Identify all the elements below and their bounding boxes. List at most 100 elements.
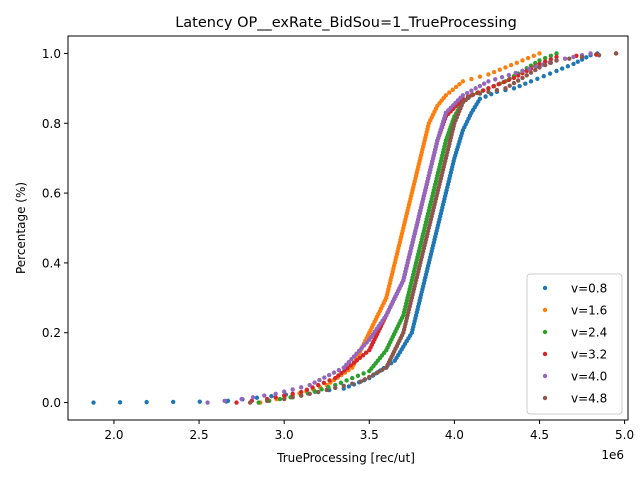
- legend: v=0.8 v=1.6 v=2.4 v=3.2 v=4.0 v=4.8: [526, 273, 623, 415]
- legend-marker: [542, 351, 548, 357]
- data-point: [361, 343, 367, 348]
- legend-label: v=0.8: [571, 282, 607, 296]
- data-point: [506, 77, 512, 83]
- data-point: [239, 396, 244, 402]
- data-point: [254, 395, 260, 400]
- data-point: [344, 362, 349, 368]
- data-point: [533, 64, 539, 69]
- x-axis-offset-label: 1e6: [601, 448, 624, 462]
- y-axis: 0.0 0.2 0.4 0.6 0.8 1.0: [42, 47, 68, 410]
- y-axis-label: Percentage (%): [14, 182, 28, 274]
- data-point: [447, 90, 452, 95]
- data-point: [298, 385, 304, 390]
- data-point: [443, 93, 449, 98]
- legend-label: v=4.0: [571, 370, 607, 384]
- data-point: [542, 62, 548, 68]
- data-point: [527, 66, 532, 72]
- data-point: [367, 374, 372, 380]
- data-point: [533, 60, 538, 66]
- data-point: [537, 65, 542, 70]
- data-point: [354, 351, 359, 356]
- data-point: [506, 72, 512, 78]
- data-point: [460, 79, 466, 84]
- legend-marker: [542, 395, 548, 401]
- data-point: [542, 59, 548, 64]
- data-point: [349, 357, 354, 362]
- data-point: [324, 387, 329, 393]
- legend-marker: [542, 373, 548, 379]
- data-point: [312, 389, 318, 394]
- data-point: [331, 370, 337, 375]
- data-point: [144, 399, 149, 405]
- data-point: [514, 60, 519, 65]
- legend-marker: [542, 329, 548, 335]
- data-point: [290, 391, 295, 397]
- y-tick-label: 0.2: [42, 326, 61, 340]
- data-point: [333, 385, 338, 391]
- data-point: [357, 355, 363, 360]
- data-point: [344, 378, 349, 383]
- data-point: [477, 96, 483, 102]
- x-tick-label: 5.0: [615, 428, 634, 442]
- y-tick-label: 0.8: [42, 117, 61, 131]
- data-point: [565, 64, 571, 69]
- data-point: [197, 399, 202, 404]
- data-point: [567, 56, 572, 61]
- data-point: [481, 81, 487, 86]
- data-point: [333, 375, 338, 381]
- data-point: [481, 88, 486, 93]
- data-point: [499, 74, 505, 80]
- data-point: [571, 54, 576, 60]
- data-point: [247, 400, 253, 405]
- x-tick-label: 2.5: [190, 428, 209, 442]
- data-point: [281, 393, 287, 398]
- data-point: [273, 391, 278, 397]
- data-point: [501, 79, 506, 85]
- data-point: [346, 359, 352, 365]
- legend-box: [526, 273, 623, 415]
- x-tick-label: 3.5: [360, 428, 379, 442]
- data-point: [225, 398, 231, 403]
- data-point: [453, 84, 459, 90]
- data-point: [290, 387, 295, 392]
- data-point: [338, 380, 344, 385]
- data-point: [336, 367, 342, 373]
- series-v=4.0: [205, 51, 593, 405]
- data-point: [312, 380, 317, 385]
- data-point: [170, 399, 176, 405]
- data-point: [307, 391, 312, 397]
- data-point: [613, 51, 619, 56]
- data-point: [316, 389, 321, 395]
- data-point: [571, 61, 576, 67]
- data-point: [326, 372, 332, 378]
- data-point: [503, 86, 508, 91]
- y-tick-label: 0.0: [42, 396, 61, 410]
- x-tick-label: 2.0: [104, 428, 123, 442]
- data-point: [317, 377, 322, 383]
- data-point: [351, 354, 357, 359]
- data-point: [339, 370, 344, 376]
- data-point: [491, 69, 497, 75]
- data-point: [316, 382, 321, 388]
- data-point: [469, 76, 474, 82]
- data-point: [356, 348, 362, 354]
- data-point: [341, 383, 346, 388]
- data-point: [520, 75, 525, 81]
- legend-label: v=1.6: [571, 304, 607, 318]
- data-point: [464, 90, 470, 96]
- data-point: [362, 377, 368, 382]
- data-point: [579, 54, 585, 60]
- legend-label: v=4.8: [571, 392, 607, 406]
- data-point: [319, 387, 324, 392]
- legend-label: v=2.4: [571, 326, 607, 340]
- data-point: [457, 81, 462, 87]
- data-point: [205, 400, 210, 405]
- data-point: [537, 58, 542, 63]
- y-tick-label: 0.6: [42, 187, 61, 201]
- data-point: [298, 389, 304, 395]
- data-point: [507, 83, 512, 88]
- data-point: [511, 86, 517, 91]
- data-point: [350, 375, 355, 381]
- data-point: [508, 62, 514, 68]
